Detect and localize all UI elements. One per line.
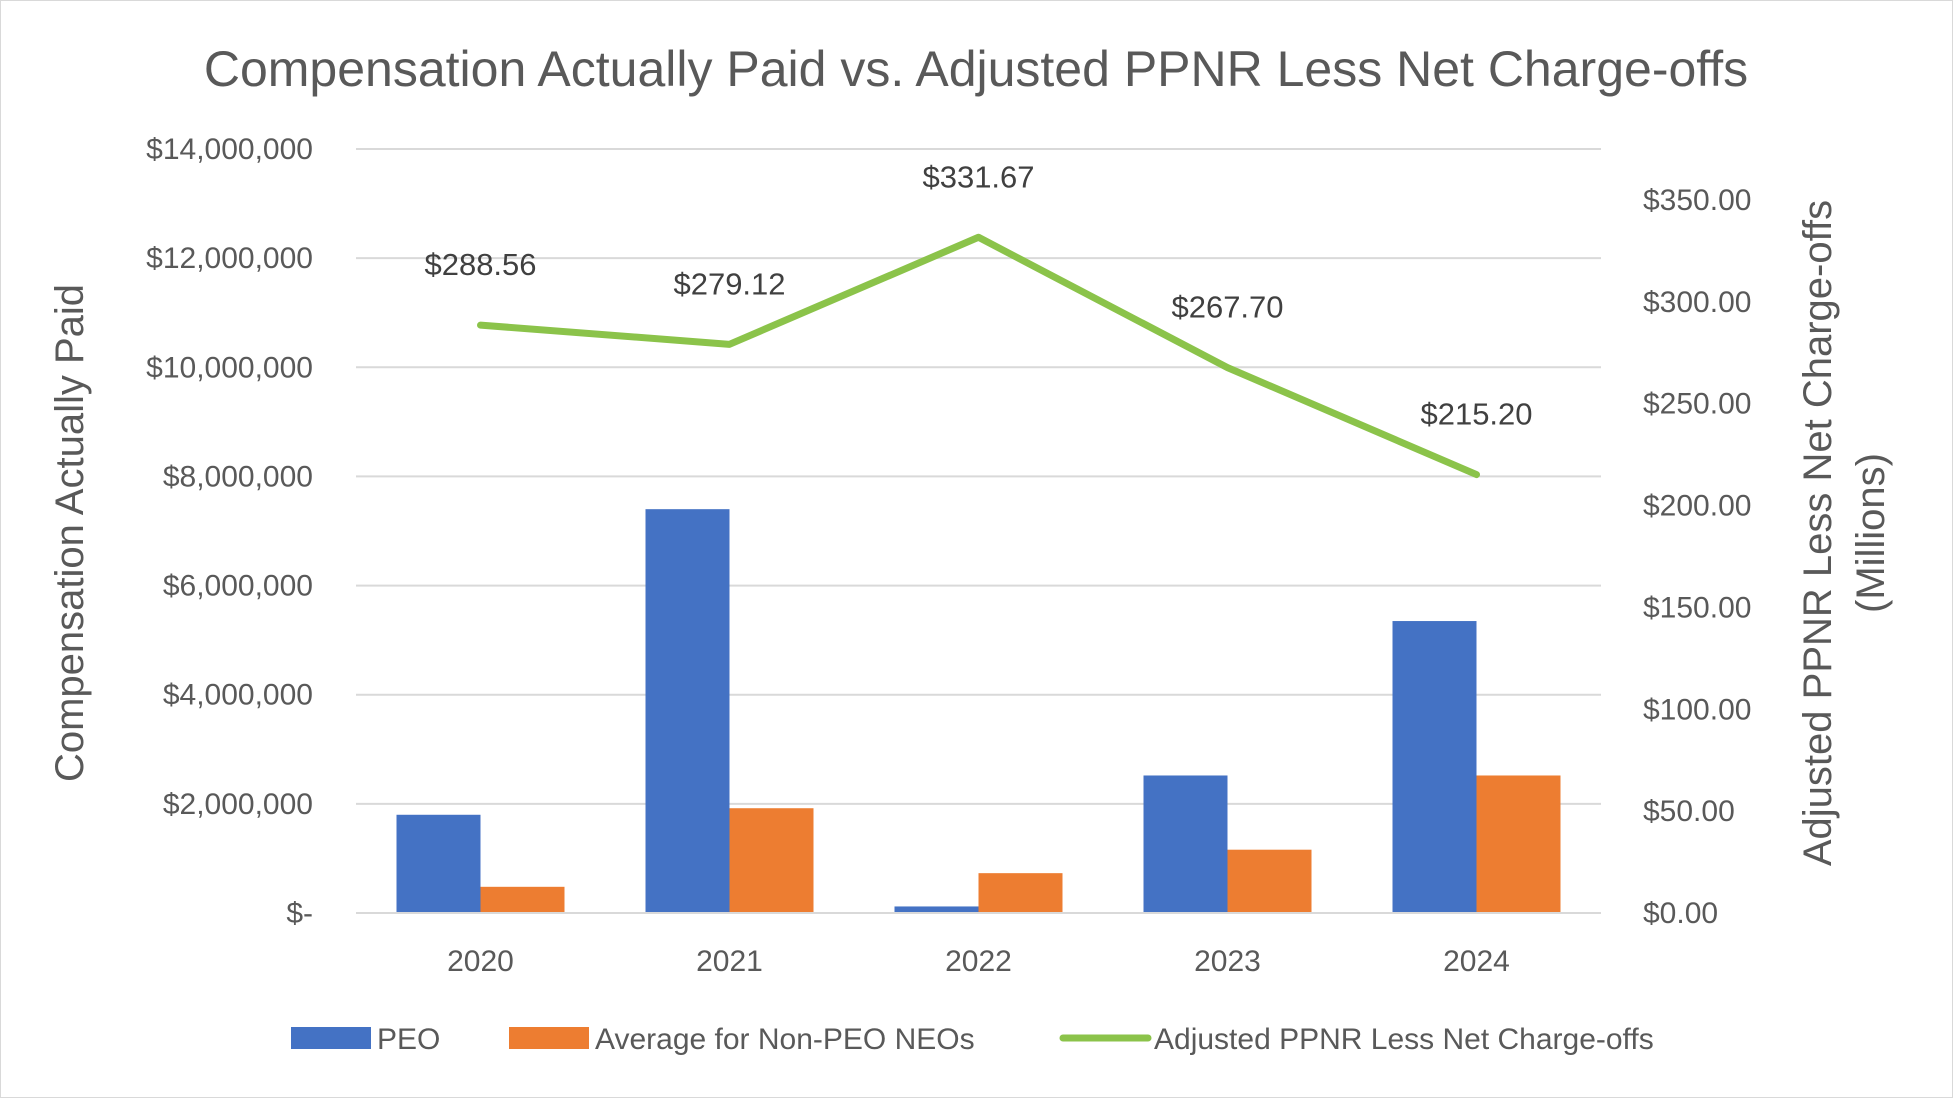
right-tick-label: $50.00 xyxy=(1643,795,1735,828)
left-tick-label: $12,000,000 xyxy=(146,242,313,275)
bar-average-for-non-peo-neos-2022 xyxy=(978,873,1063,913)
left-axis-title: Compensation Actually Paid xyxy=(48,284,92,782)
right-tick-label: $150.00 xyxy=(1643,591,1751,624)
left-axis: $- $2,000,000 $4,000,000 $6,000,000 $8,000,0… xyxy=(146,133,313,930)
right-axis-title-line1: Adjusted PPNR Less Net Charge-offs xyxy=(1796,200,1840,866)
legend-swatch xyxy=(509,1027,589,1049)
left-tick-label: $14,000,000 xyxy=(146,133,313,166)
bar-peo-2021 xyxy=(645,509,730,913)
bar-peo-2022 xyxy=(894,906,979,913)
left-tick-label: $- xyxy=(286,897,313,930)
right-tick-label: $100.00 xyxy=(1643,693,1751,726)
bar-peo-2024 xyxy=(1392,621,1477,913)
line-data-label-2024: $215.20 xyxy=(1420,397,1532,432)
right-axis: $0.00 $50.00 $100.00 $150.00 $200.00 $250.00 $… xyxy=(1643,184,1751,930)
left-tick-label: $8,000,000 xyxy=(163,460,313,493)
x-tick-label: 2023 xyxy=(1194,945,1261,978)
left-tick-label: $6,000,000 xyxy=(163,570,313,603)
line-adjusted-ppnr xyxy=(477,233,1480,479)
legend-item-0: PEO xyxy=(291,1023,440,1056)
bar-average-for-non-peo-neos-2021 xyxy=(729,808,814,913)
line-data-label-2020: $288.56 xyxy=(424,247,536,282)
line-series xyxy=(477,233,1480,479)
legend-label: Adjusted PPNR Less Net Charge-offs xyxy=(1154,1023,1654,1056)
x-tick-label: 2024 xyxy=(1443,945,1510,978)
legend-item-2: Adjusted PPNR Less Net Charge-offs xyxy=(1059,1023,1654,1056)
x-axis: 2020 2021 2022 2023 2024 xyxy=(356,912,1601,978)
bar-average-for-non-peo-neos-2020 xyxy=(480,886,565,913)
bar-average-for-non-peo-neos-2023 xyxy=(1227,849,1312,913)
legend-item-1: Average for Non-PEO NEOs xyxy=(509,1023,975,1056)
gridlines xyxy=(356,148,1601,914)
right-tick-label: $0.00 xyxy=(1643,897,1718,930)
left-tick-label: $10,000,000 xyxy=(146,351,313,384)
right-tick-label: $300.00 xyxy=(1643,286,1751,319)
x-tick-label: 2021 xyxy=(696,945,763,978)
bar-peo-2020 xyxy=(396,814,481,913)
x-tick-label: 2022 xyxy=(945,945,1012,978)
legend: PEO Average for Non-PEO NEOs Adjusted PPNR… xyxy=(291,1023,1654,1056)
right-tick-label: $200.00 xyxy=(1643,490,1751,523)
x-tick-label: 2020 xyxy=(447,945,514,978)
right-tick-label: $350.00 xyxy=(1643,184,1751,217)
line-data-label-2021: $279.12 xyxy=(673,266,785,301)
bar-series xyxy=(396,509,1561,913)
legend-swatch xyxy=(291,1027,371,1049)
legend-label: Average for Non-PEO NEOs xyxy=(595,1023,975,1056)
left-tick-label: $2,000,000 xyxy=(163,788,313,821)
bar-average-for-non-peo-neos-2024 xyxy=(1476,775,1561,913)
data-labels: $288.56 $279.12 $331.67 $267.70 $215.20 xyxy=(424,159,1532,431)
bar-peo-2023 xyxy=(1143,775,1228,913)
line-data-label-2022: $331.67 xyxy=(922,159,1034,194)
chart-title: Compensation Actually Paid vs. Adjusted … xyxy=(204,41,1748,97)
right-tick-label: $250.00 xyxy=(1643,388,1751,421)
legend-label: PEO xyxy=(377,1023,440,1056)
right-axis-title-line2: (Millions) xyxy=(1849,453,1893,613)
line-data-label-2023: $267.70 xyxy=(1171,290,1283,325)
left-tick-label: $4,000,000 xyxy=(163,679,313,712)
